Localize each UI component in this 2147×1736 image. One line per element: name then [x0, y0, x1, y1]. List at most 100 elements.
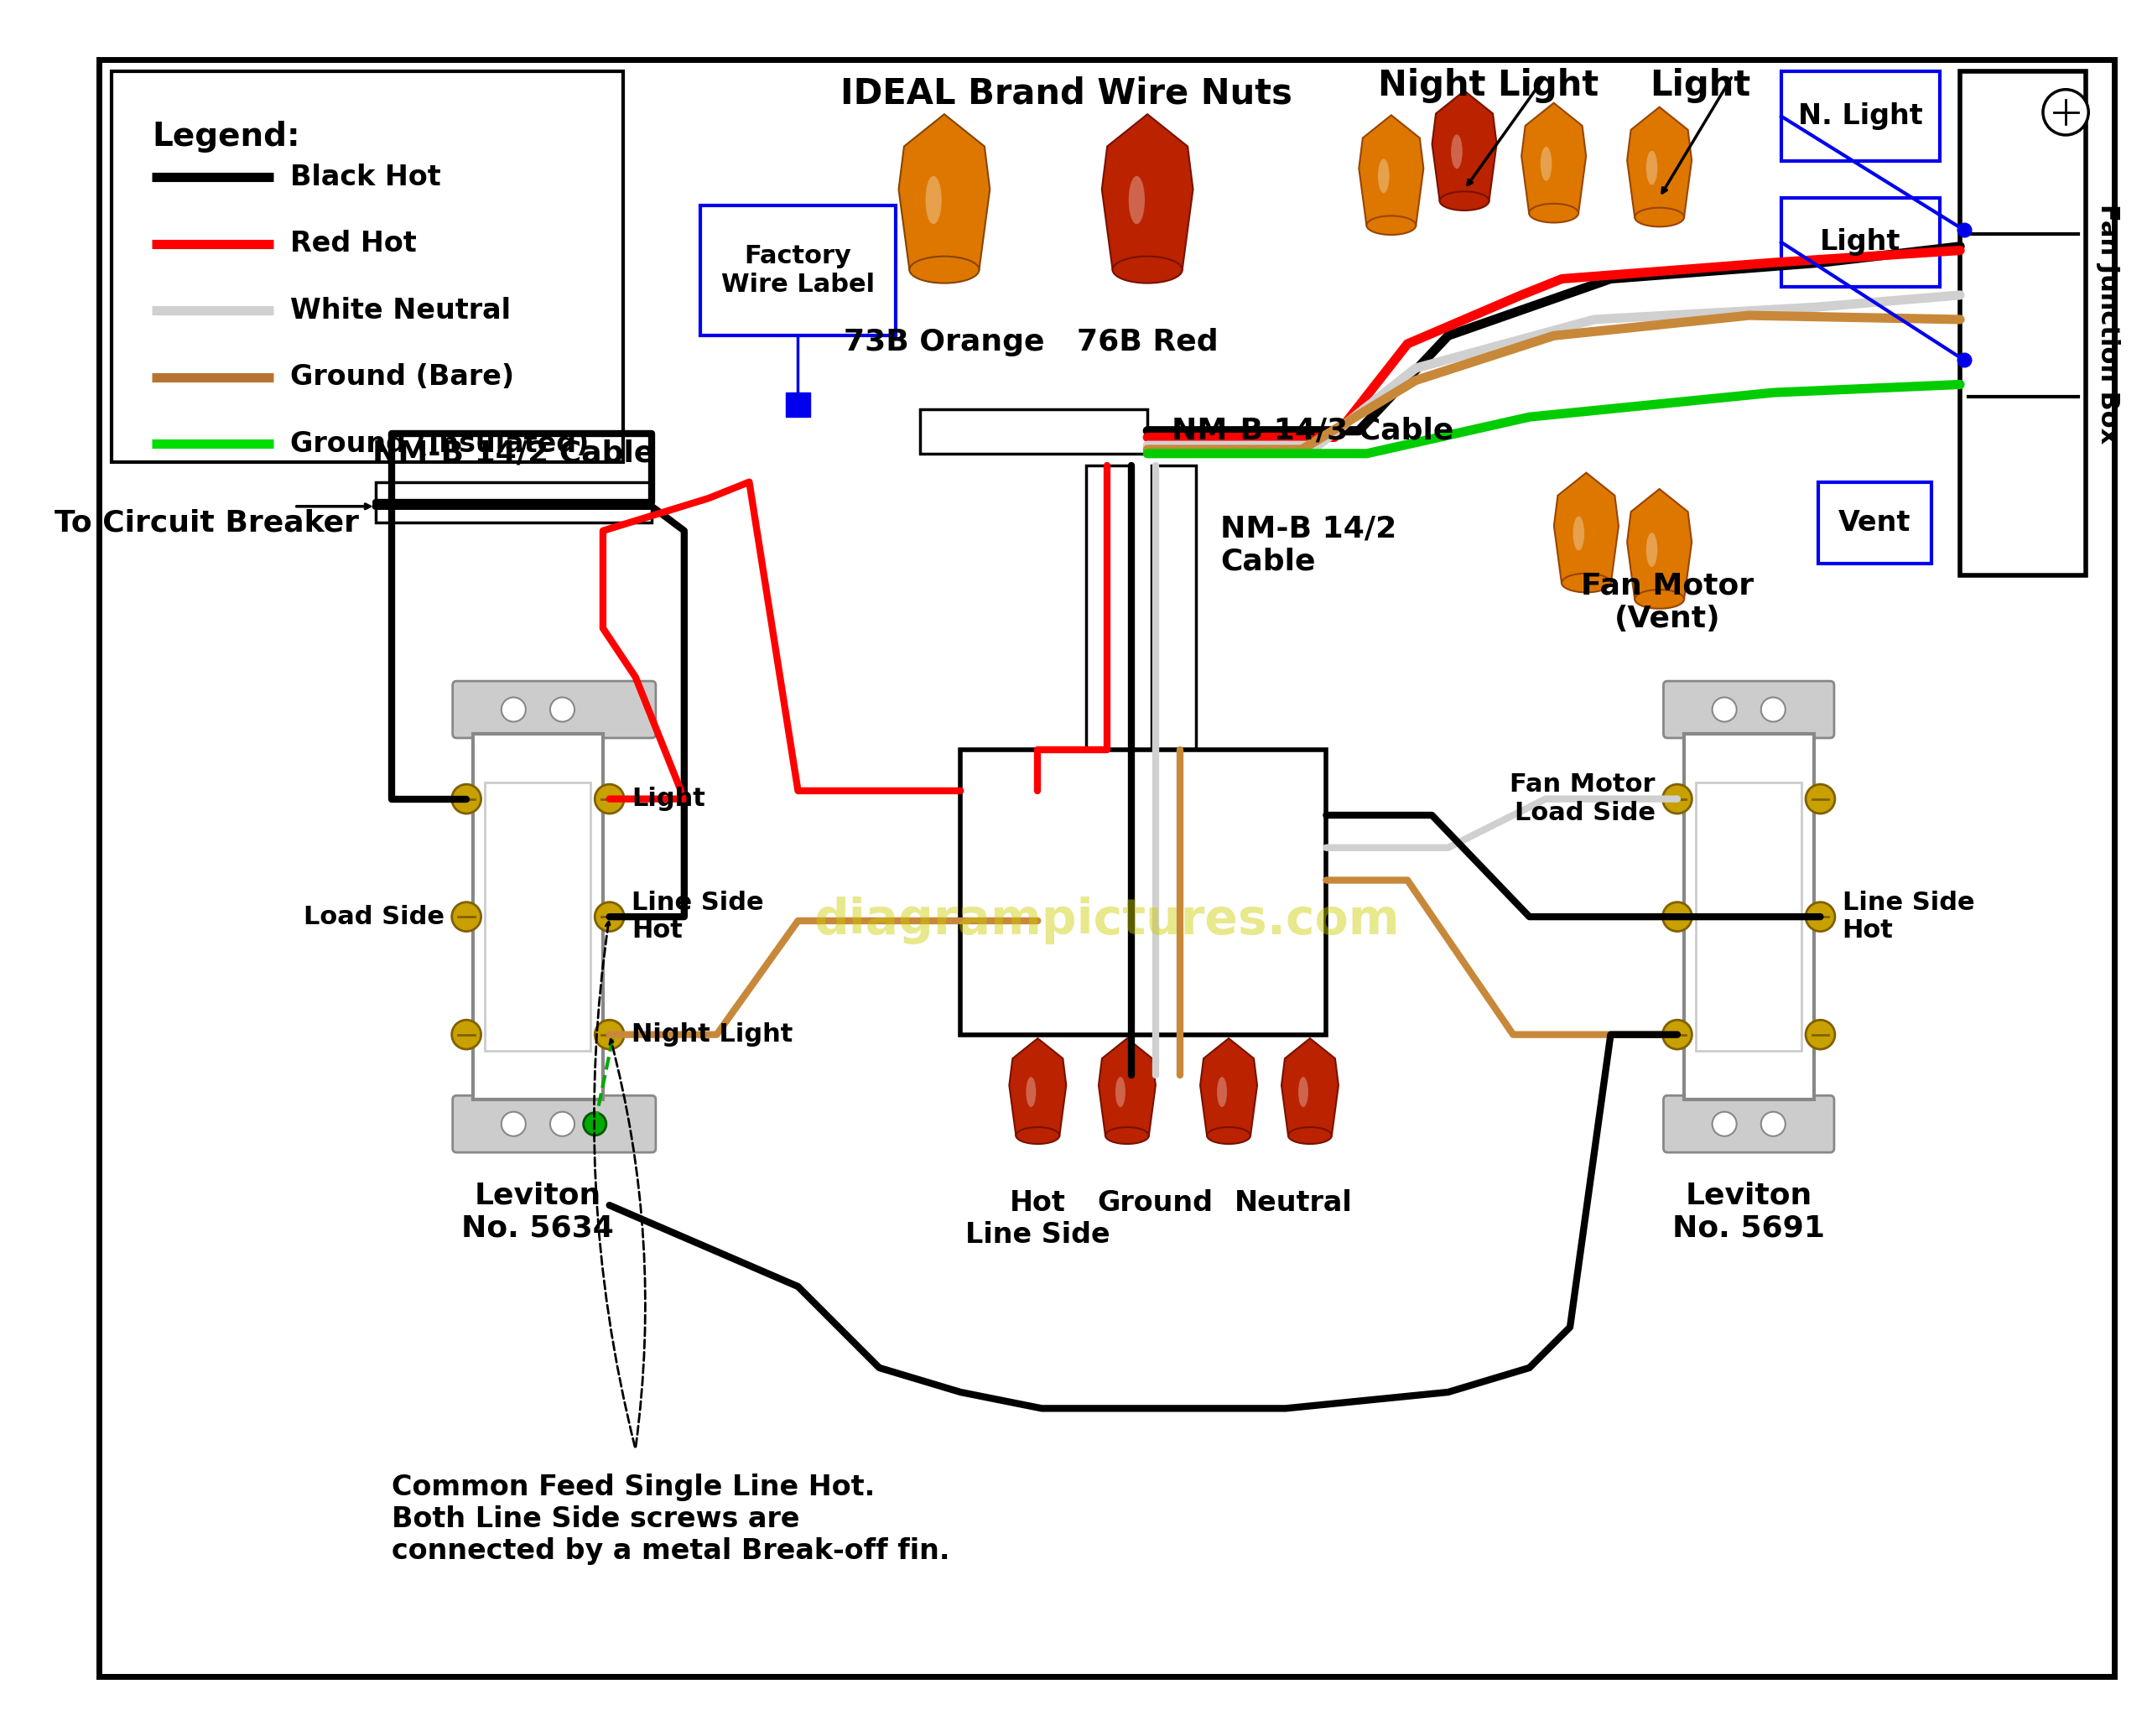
Ellipse shape [1574, 516, 1584, 550]
Text: Night Light: Night Light [1378, 68, 1600, 102]
Polygon shape [1359, 115, 1423, 226]
Text: Load Side: Load Side [303, 904, 444, 929]
Circle shape [1711, 1111, 1737, 1135]
Polygon shape [900, 115, 990, 269]
Circle shape [584, 1113, 605, 1135]
Text: Neutral: Neutral [1235, 1189, 1353, 1217]
Ellipse shape [1539, 146, 1552, 181]
Circle shape [502, 1111, 526, 1135]
Circle shape [2044, 90, 2089, 135]
Ellipse shape [1106, 1127, 1149, 1144]
Text: To Circuit Breaker: To Circuit Breaker [54, 509, 359, 536]
Ellipse shape [1129, 175, 1144, 224]
Circle shape [451, 1021, 481, 1049]
Text: Ground (Bare): Ground (Bare) [290, 363, 513, 391]
Text: NM-B 14/2
Cable: NM-B 14/2 Cable [1219, 514, 1398, 576]
Text: 76B Red: 76B Red [1076, 328, 1217, 356]
Text: Hot
Line Side: Hot Line Side [966, 1189, 1110, 1248]
Ellipse shape [1647, 151, 1657, 186]
Polygon shape [1099, 1038, 1155, 1135]
Bar [1960, 71, 2087, 575]
Circle shape [1761, 698, 1786, 722]
Circle shape [595, 903, 625, 932]
Bar [1086, 465, 1131, 816]
Polygon shape [1554, 472, 1619, 583]
Circle shape [595, 1021, 625, 1049]
Circle shape [1761, 1111, 1786, 1135]
Ellipse shape [1288, 1127, 1331, 1144]
Ellipse shape [1207, 1127, 1250, 1144]
Text: Leviton
No. 5634: Leviton No. 5634 [462, 1180, 614, 1243]
Text: Leviton
No. 5691: Leviton No. 5691 [1673, 1180, 1825, 1243]
Text: IDEAL Brand Wire Nuts: IDEAL Brand Wire Nuts [839, 76, 1292, 111]
Polygon shape [1200, 1038, 1258, 1135]
Text: Factory
Wire Label: Factory Wire Label [721, 245, 874, 297]
Text: Black Hot: Black Hot [290, 163, 440, 191]
Text: Fan Motor
(Vent): Fan Motor (Vent) [1580, 571, 1754, 634]
Text: Ground: Ground [1097, 1189, 1213, 1217]
Ellipse shape [1112, 257, 1183, 283]
Text: Line Side
Hot: Line Side Hot [631, 891, 764, 943]
Bar [376, 483, 653, 523]
Bar [485, 783, 590, 1050]
Ellipse shape [1451, 134, 1462, 168]
Bar [1782, 71, 1939, 161]
FancyBboxPatch shape [453, 681, 655, 738]
Bar [472, 734, 603, 1099]
Polygon shape [1432, 90, 1496, 201]
Text: diagrampictures.com: diagrampictures.com [814, 898, 1400, 944]
Bar [1819, 483, 1932, 562]
Circle shape [1806, 1021, 1836, 1049]
Text: White Neutral: White Neutral [290, 297, 511, 325]
Ellipse shape [1529, 203, 1578, 222]
Circle shape [451, 903, 481, 932]
Bar [1683, 734, 1814, 1099]
Circle shape [1662, 1021, 1692, 1049]
FancyBboxPatch shape [1664, 1095, 1834, 1153]
Text: Fan Junction Box: Fan Junction Box [2095, 203, 2119, 444]
Text: Light: Light [1649, 68, 1750, 102]
FancyBboxPatch shape [1664, 681, 1834, 738]
Text: Night Light: Night Light [631, 1023, 792, 1047]
Polygon shape [1627, 108, 1692, 217]
Circle shape [1662, 785, 1692, 814]
Ellipse shape [1016, 1127, 1058, 1144]
Ellipse shape [1365, 215, 1415, 234]
Text: N. Light: N. Light [1797, 102, 1922, 130]
Polygon shape [1522, 102, 1587, 214]
Text: Light: Light [631, 786, 704, 811]
FancyBboxPatch shape [453, 1095, 655, 1153]
Circle shape [550, 698, 575, 722]
Ellipse shape [1116, 1076, 1125, 1108]
Text: Light: Light [1821, 229, 1900, 257]
Ellipse shape [1026, 1076, 1037, 1108]
Ellipse shape [1299, 1076, 1308, 1108]
Circle shape [502, 698, 526, 722]
Text: Legend:: Legend: [152, 120, 301, 153]
Circle shape [550, 1111, 575, 1135]
Ellipse shape [925, 175, 943, 224]
Circle shape [1806, 903, 1836, 932]
Text: Line Side
Hot: Line Side Hot [1842, 891, 1975, 943]
Ellipse shape [1561, 573, 1610, 592]
Text: Ground (Insulated): Ground (Insulated) [290, 431, 588, 458]
Circle shape [1806, 785, 1836, 814]
Polygon shape [1101, 115, 1194, 269]
Text: 73B Orange: 73B Orange [844, 328, 1046, 356]
Bar [786, 392, 809, 417]
Ellipse shape [910, 257, 979, 283]
Circle shape [451, 785, 481, 814]
Bar [960, 750, 1327, 1035]
Text: Common Feed Single Line Hot.
Both Line Side screws are
connected by a metal Brea: Common Feed Single Line Hot. Both Line S… [391, 1474, 949, 1566]
Circle shape [1711, 698, 1737, 722]
Bar [112, 71, 623, 462]
Ellipse shape [1634, 590, 1683, 609]
Ellipse shape [1634, 208, 1683, 227]
Ellipse shape [1378, 158, 1389, 193]
Bar [1696, 783, 1801, 1050]
Polygon shape [1282, 1038, 1338, 1135]
Ellipse shape [1647, 533, 1657, 568]
Text: NM-B 14/3 Cable: NM-B 14/3 Cable [1172, 417, 1454, 444]
Circle shape [1662, 903, 1692, 932]
Text: Fan Motor
Load Side: Fan Motor Load Side [1509, 773, 1655, 825]
